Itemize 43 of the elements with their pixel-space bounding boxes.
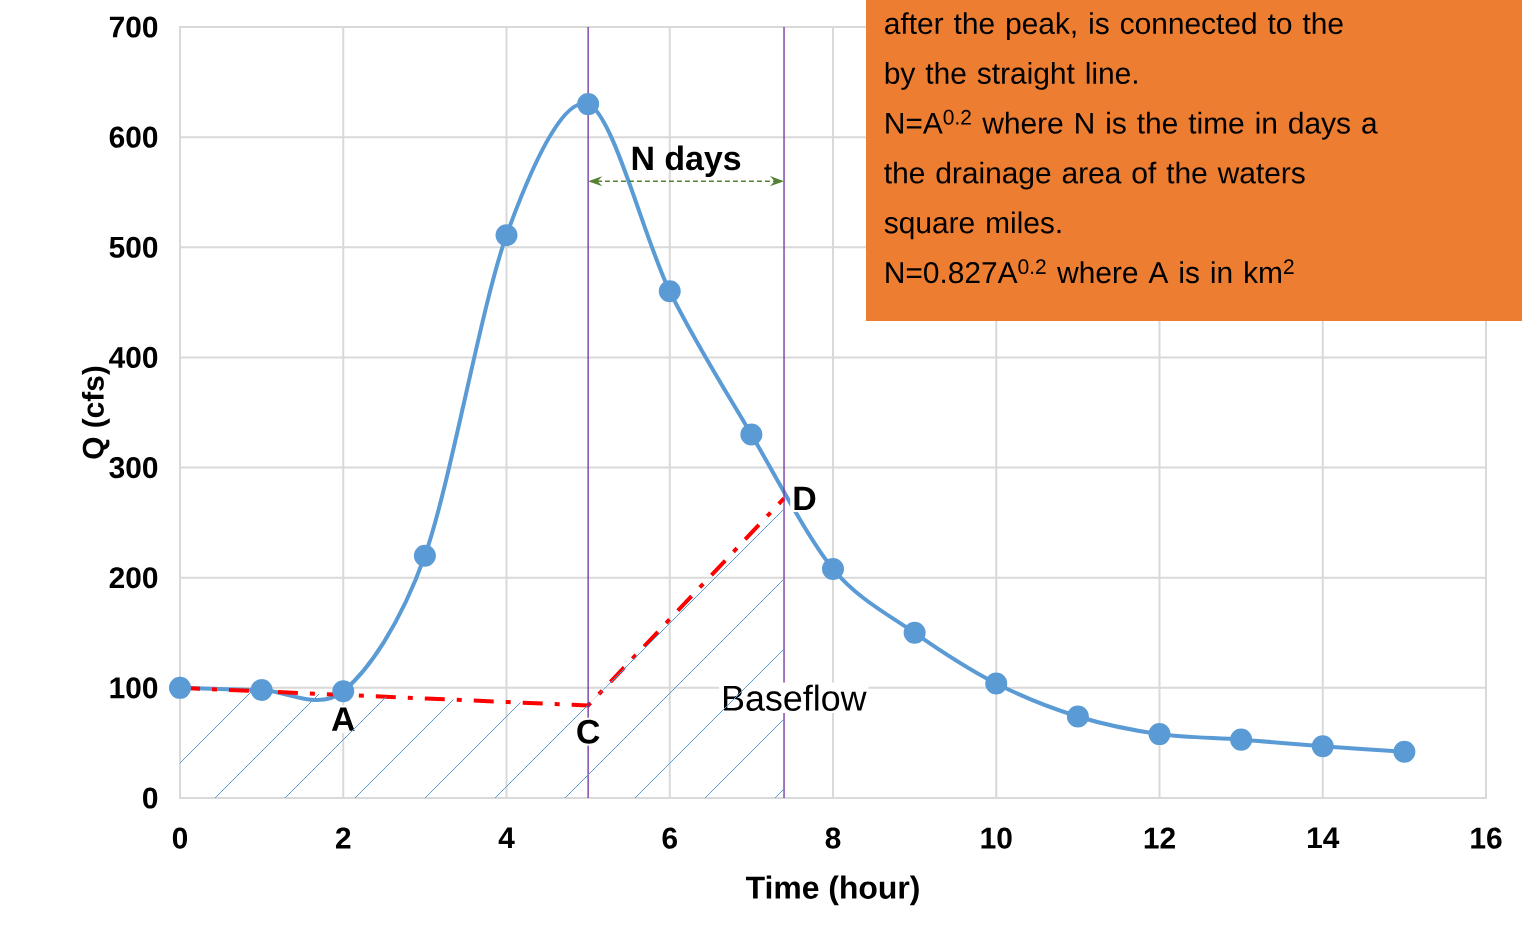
annotation: after the peak, is connected to the	[885, 12, 1343, 41]
point	[658, 280, 681, 303]
point	[1311, 735, 1334, 758]
y-tick-label: 100	[110, 677, 158, 699]
point	[332, 680, 355, 703]
annotation: N=A$^{0.2}$ where N is the time in days a	[886, 109, 1378, 140]
point	[822, 557, 844, 580]
annotation: square miles.	[884, 211, 1061, 240]
point	[169, 676, 191, 699]
point	[250, 679, 273, 702]
point	[1066, 705, 1089, 728]
annotation: A	[331, 707, 355, 731]
point	[985, 672, 1008, 695]
x-tick-label: 0	[172, 827, 188, 849]
point	[577, 93, 600, 116]
annotation: the drainage area of the waters	[884, 161, 1305, 190]
y-tick-label: 0	[143, 787, 158, 809]
point	[1393, 740, 1416, 763]
x-axis-title: Time (hour)	[745, 875, 919, 906]
point	[1230, 728, 1253, 751]
point	[740, 423, 763, 446]
x-tick-label: 8	[825, 827, 841, 849]
annotation: by the straight line.	[885, 62, 1137, 90]
point	[903, 621, 926, 644]
y-tick-label: 400	[109, 346, 158, 369]
x-tick-label: 6	[662, 827, 677, 849]
annotation: N days	[632, 145, 741, 177]
x-tick-label: 2	[335, 827, 351, 849]
y-tick-label: 300	[109, 456, 158, 479]
y-tick-label: 500	[109, 236, 158, 258]
x-tick-label: 12	[1144, 827, 1175, 849]
annotation: N=0.827A$^{0.2}$ where A is in km$^{2}$	[886, 259, 1294, 284]
point	[495, 224, 518, 247]
annotation: D	[794, 486, 816, 511]
y-tick-label: 200	[109, 567, 158, 589]
y-tick-label: 700	[109, 16, 158, 38]
y-axis-title: Q (cfs)	[81, 366, 110, 459]
x-tick-label: 14	[1308, 827, 1340, 849]
y-tick-label: 600	[109, 126, 158, 148]
x-tick-label: 10	[981, 827, 1012, 849]
x-tick-label: 4	[498, 827, 515, 849]
point	[1148, 723, 1171, 746]
x-tick-label: 16	[1471, 827, 1502, 849]
